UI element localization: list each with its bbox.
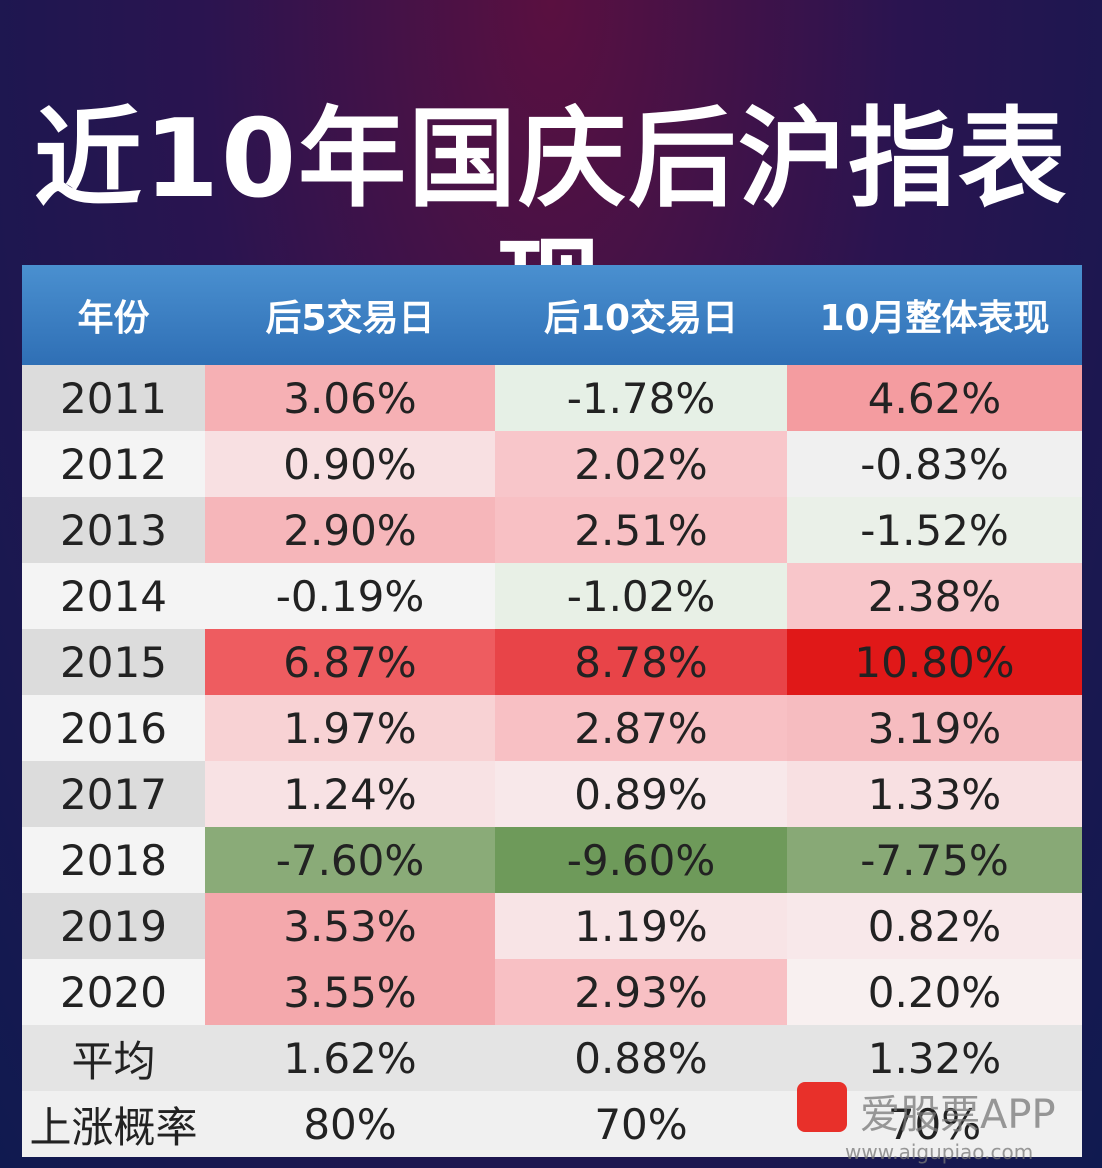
value-cell: 1.32% [787, 1025, 1082, 1091]
row-label: 2018 [22, 827, 205, 893]
table: 年份 后5交易日 后10交易日 10月整体表现 2011 3.06% -1.78% 4.62%… [22, 265, 1082, 1157]
header-cell: 后10交易日 [543, 298, 739, 339]
value-cell: 2.02% [495, 431, 787, 497]
row-label: 2019 [22, 893, 205, 959]
value-cell: 0.89% [495, 761, 787, 827]
value-cell: 2.90% [205, 497, 495, 563]
value-cell: 0.20% [787, 959, 1082, 1025]
header-cell: 10月整体表现 [819, 298, 1050, 339]
row-label: 上涨概率 [22, 1091, 205, 1157]
row-label: 2014 [22, 563, 205, 629]
table-row: 2016 1.97% 2.87% 3.19% [22, 695, 1082, 761]
value-cell: 8.78% [495, 629, 787, 695]
watermark-brand: 爱股票APP [860, 1092, 1056, 1138]
row-label: 2012 [22, 431, 205, 497]
value-cell: 70% [495, 1091, 787, 1157]
value-cell: 80% [205, 1091, 495, 1157]
row-label: 2015 [22, 629, 205, 695]
watermark-url: www.aigupiao.com [845, 1140, 1034, 1164]
value-cell: 2.87% [495, 695, 787, 761]
table-row: 平均 1.62% 0.88% 1.32% [22, 1025, 1082, 1091]
value-cell: 10.80% [787, 629, 1082, 695]
value-cell: 1.97% [205, 695, 495, 761]
table-row: 2019 3.53% 1.19% 0.82% [22, 893, 1082, 959]
table-row: 2018 -7.60% -9.60% -7.75% [22, 827, 1082, 893]
value-cell: -9.60% [495, 827, 787, 893]
value-cell: 0.88% [495, 1025, 787, 1091]
value-cell: -0.19% [205, 563, 495, 629]
value-cell: 1.24% [205, 761, 495, 827]
value-cell: 3.19% [787, 695, 1082, 761]
row-label: 2011 [22, 365, 205, 431]
table-row: 2012 0.90% 2.02% -0.83% [22, 431, 1082, 497]
row-label: 2020 [22, 959, 205, 1025]
table-row: 2020 3.55% 2.93% 0.20% [22, 959, 1082, 1025]
table-row: 2015 6.87% 8.78% 10.80% [22, 629, 1082, 695]
table-row: 上涨概率 80% 70% 70% [22, 1091, 1082, 1157]
value-cell: 6.87% [205, 629, 495, 695]
row-label: 2017 [22, 761, 205, 827]
value-cell: 1.19% [495, 893, 787, 959]
table-row: 2014 -0.19% -1.02% 2.38% [22, 563, 1082, 629]
value-cell: 3.55% [205, 959, 495, 1025]
value-cell: -7.75% [787, 827, 1082, 893]
value-cell: 2.51% [495, 497, 787, 563]
value-cell: 0.90% [205, 431, 495, 497]
table-row: 2017 1.24% 0.89% 1.33% [22, 761, 1082, 827]
table-row: 2013 2.90% 2.51% -1.52% [22, 497, 1082, 563]
value-cell: 2.93% [495, 959, 787, 1025]
table-row: 2011 3.06% -1.78% 4.62% [22, 365, 1082, 431]
row-label: 2016 [22, 695, 205, 761]
row-label: 2013 [22, 497, 205, 563]
value-cell: 1.33% [787, 761, 1082, 827]
value-cell: -1.02% [495, 563, 787, 629]
header-cell: 后5交易日 [265, 298, 435, 339]
value-cell: 1.62% [205, 1025, 495, 1091]
row-label: 平均 [22, 1025, 205, 1091]
value-cell: -0.83% [787, 431, 1082, 497]
value-cell: 3.53% [205, 893, 495, 959]
value-cell: -1.78% [495, 365, 787, 431]
value-cell: -7.60% [205, 827, 495, 893]
value-cell: 2.38% [787, 563, 1082, 629]
header-row: 年份 后5交易日 后10交易日 10月整体表现 [22, 265, 1082, 365]
value-cell: 3.06% [205, 365, 495, 431]
value-cell: 4.62% [787, 365, 1082, 431]
value-cell: -1.52% [787, 497, 1082, 563]
header-cell: 年份 [77, 298, 150, 339]
value-cell: 0.82% [787, 893, 1082, 959]
logo-icon [797, 1082, 847, 1132]
